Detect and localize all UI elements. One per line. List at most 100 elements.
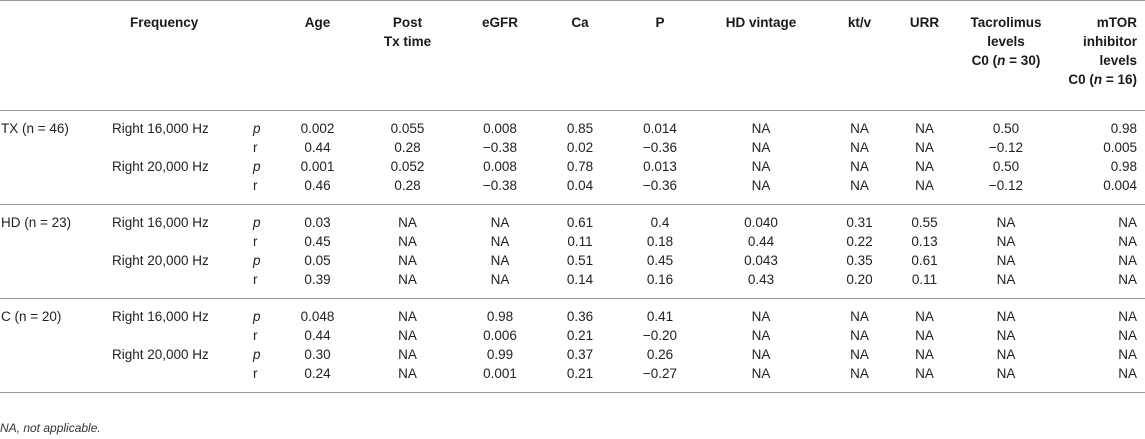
header-urr: URR: [897, 0, 952, 111]
header-frequency: Frequency: [110, 0, 250, 111]
value-cell: 0.55: [911, 215, 938, 230]
value-cell: 0.05: [304, 253, 331, 268]
value-cell: 0.11: [567, 234, 593, 249]
stat-cell: p: [253, 309, 261, 324]
value-cell: 0.35: [846, 253, 873, 268]
value-cell: NA: [398, 234, 417, 249]
value-cell: NA: [915, 140, 934, 155]
value-cell: NA: [1118, 272, 1137, 287]
value-cell: 0.16: [646, 272, 674, 287]
header-tacrolimus: Tacrolimus levels C0 (n = 30): [952, 0, 1060, 111]
value-cell: NA: [1118, 215, 1137, 230]
value-cell: NA: [490, 234, 510, 249]
value-cell: −0.38: [482, 140, 518, 155]
value-cell: 0.14: [566, 272, 594, 287]
table-row: r 0.39 NA NA 0.14 0.16 0.43 0.20 0.11 NA NA: [0, 270, 1145, 299]
value-cell: 0.03: [304, 215, 331, 230]
value-cell: NA: [915, 366, 934, 381]
value-cell: NA: [751, 366, 771, 381]
table-row: Right 20,000 Hz p 0.30 NA 0.99 0.37 0.26 NA NA NA…: [0, 345, 1145, 364]
value-cell: 0.45: [646, 253, 674, 268]
value-cell: 0.37: [566, 347, 594, 362]
value-cell: 0.014: [643, 121, 677, 136]
value-cell: NA: [996, 215, 1016, 230]
value-cell: NA: [1118, 366, 1137, 381]
header-group: [0, 0, 110, 111]
value-cell: NA: [850, 140, 869, 155]
value-cell: 0.36: [566, 309, 594, 324]
stat-cell: p: [253, 159, 261, 174]
value-cell: NA: [996, 234, 1016, 249]
value-cell: 0.85: [566, 121, 594, 136]
value-cell: 0.99: [486, 347, 514, 362]
value-cell: NA: [850, 159, 869, 174]
value-cell: NA: [398, 309, 417, 324]
table-row: Right 20,000 Hz p 0.05 NA NA 0.51 0.45 0.043 0.3…: [0, 251, 1145, 270]
value-cell: NA: [398, 328, 417, 343]
group-label: TX (n = 46): [1, 121, 69, 136]
value-cell: 0.21: [566, 366, 594, 381]
value-cell: NA: [996, 328, 1016, 343]
value-cell: NA: [915, 309, 934, 324]
table-row: C (n = 20) Right 16,000 Hz p 0.048 NA 0.98 0.3…: [0, 299, 1145, 327]
value-cell: 0.43: [747, 272, 775, 287]
stat-cell: r: [253, 328, 258, 343]
value-cell: 0.26: [646, 347, 674, 362]
header-mtor-line4a: C0 (: [1068, 72, 1094, 87]
value-cell: NA: [751, 347, 771, 362]
value-cell: 0.006: [483, 328, 517, 343]
stat-cell: r: [253, 234, 258, 249]
group-label: [0, 251, 110, 270]
stat-cell: p: [253, 215, 261, 230]
header-mtor-line2: inhibitor: [1083, 34, 1137, 49]
header-mtor-line4b: = 16): [1102, 72, 1137, 87]
value-cell: NA: [1118, 347, 1137, 362]
value-cell: 0.44: [304, 328, 331, 343]
value-cell: −0.36: [642, 140, 678, 155]
value-cell: NA: [996, 347, 1016, 362]
value-cell: 0.45: [304, 234, 331, 249]
value-cell: NA: [915, 121, 934, 136]
value-cell: NA: [751, 328, 771, 343]
value-cell: 0.28: [394, 140, 421, 155]
value-cell: NA: [751, 140, 771, 155]
stat-cell: r: [253, 272, 258, 287]
header-ca: Ca: [540, 0, 620, 111]
value-cell: 0.20: [846, 272, 873, 287]
header-mtor-line3: levels: [1099, 53, 1137, 68]
header-tacrolimus-line3a: C0 (: [971, 53, 998, 68]
frequency-cell: Right 20,000 Hz: [112, 159, 209, 174]
value-cell: 0.02: [566, 140, 594, 155]
header-mtor: mTOR inhibitor levels C0 (n = 16): [1060, 0, 1145, 111]
header-tacrolimus-line1: Tacrolimus: [970, 15, 1042, 30]
stat-cell: r: [253, 366, 258, 381]
value-cell: 0.41: [646, 309, 674, 324]
header-hd-vintage: HD vintage: [700, 0, 822, 111]
value-cell: 0.001: [483, 366, 517, 381]
value-cell: 0.50: [992, 159, 1020, 174]
table-row: r 0.46 0.28 −0.38 0.04 −0.36 NA NA NA −0.12 0.004: [0, 176, 1145, 205]
value-cell: 0.21: [566, 328, 594, 343]
value-cell: 0.61: [566, 215, 594, 230]
header-age: Age: [280, 0, 355, 111]
value-cell: −0.36: [642, 178, 678, 193]
group-label: [0, 326, 110, 345]
group-2: HD (n = 23) Right 16,000 Hz p 0.03 NA NA 0.61 0…: [0, 205, 1145, 299]
value-cell: 0.008: [483, 159, 517, 174]
value-cell: −0.38: [482, 178, 518, 193]
value-cell: NA: [1118, 309, 1137, 324]
header-stat: [250, 0, 280, 111]
header-mtor-n: n: [1093, 72, 1103, 87]
value-cell: 0.005: [1103, 140, 1137, 155]
stat-cell: r: [253, 140, 258, 155]
group-label: [0, 157, 110, 176]
value-cell: NA: [1118, 328, 1137, 343]
group-3: C (n = 20) Right 16,000 Hz p 0.048 NA 0.98 0.3…: [0, 299, 1145, 393]
table-row: r 0.45 NA NA 0.11 0.18 0.44 0.22 0.13 NA NA: [0, 232, 1145, 251]
correlation-table: Frequency Age Post Tx time eGFR Ca P HD …: [0, 0, 1145, 393]
value-cell: NA: [751, 309, 771, 324]
value-cell: NA: [996, 309, 1016, 324]
header-post-tx-time-line1: Post: [392, 15, 423, 30]
table-row: Right 20,000 Hz p 0.001 0.052 0.008 0.78 0.013…: [0, 157, 1145, 176]
